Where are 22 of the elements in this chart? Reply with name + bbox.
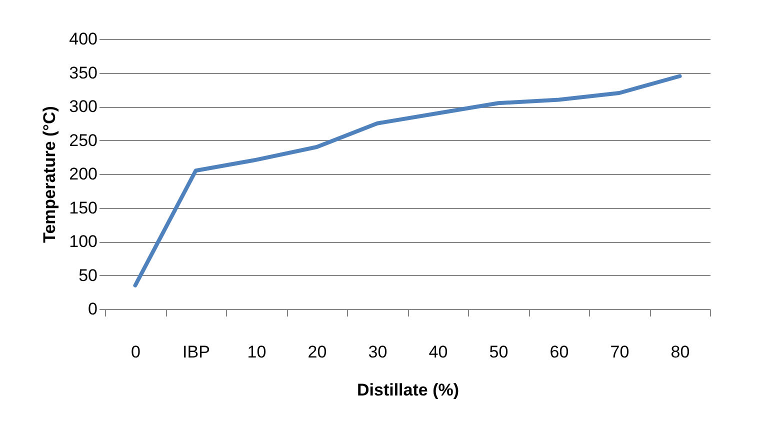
x-tick-label: 0 [131, 342, 140, 362]
x-tick-label: 70 [610, 342, 630, 362]
y-tick-label: 0 [88, 300, 98, 318]
y-tick-label: 50 [78, 266, 98, 285]
y-tick-label: 200 [69, 164, 98, 184]
y-tick-label: 100 [69, 232, 98, 251]
x-tick-label: 80 [670, 342, 690, 362]
x-tick-label: 20 [308, 342, 327, 362]
x-axis-title: Distillate (%) [356, 380, 460, 400]
x-tick-label: 50 [489, 342, 508, 362]
x-tick-label: 60 [550, 342, 569, 362]
y-tick-label: 150 [69, 198, 98, 218]
y-tick-label: 350 [69, 63, 98, 82]
y-tick-label: 400 [69, 30, 98, 48]
y-tick-label: 250 [69, 130, 98, 150]
y-tick-label: 300 [69, 97, 98, 116]
y-axis-title: Temperature (°C) [40, 106, 60, 243]
x-tick-label: IBP [182, 342, 210, 362]
x-tick-label: 30 [368, 342, 388, 362]
line-series [133, 74, 682, 288]
x-tick-label: 40 [428, 342, 448, 362]
x-tick-label: 10 [247, 342, 266, 362]
